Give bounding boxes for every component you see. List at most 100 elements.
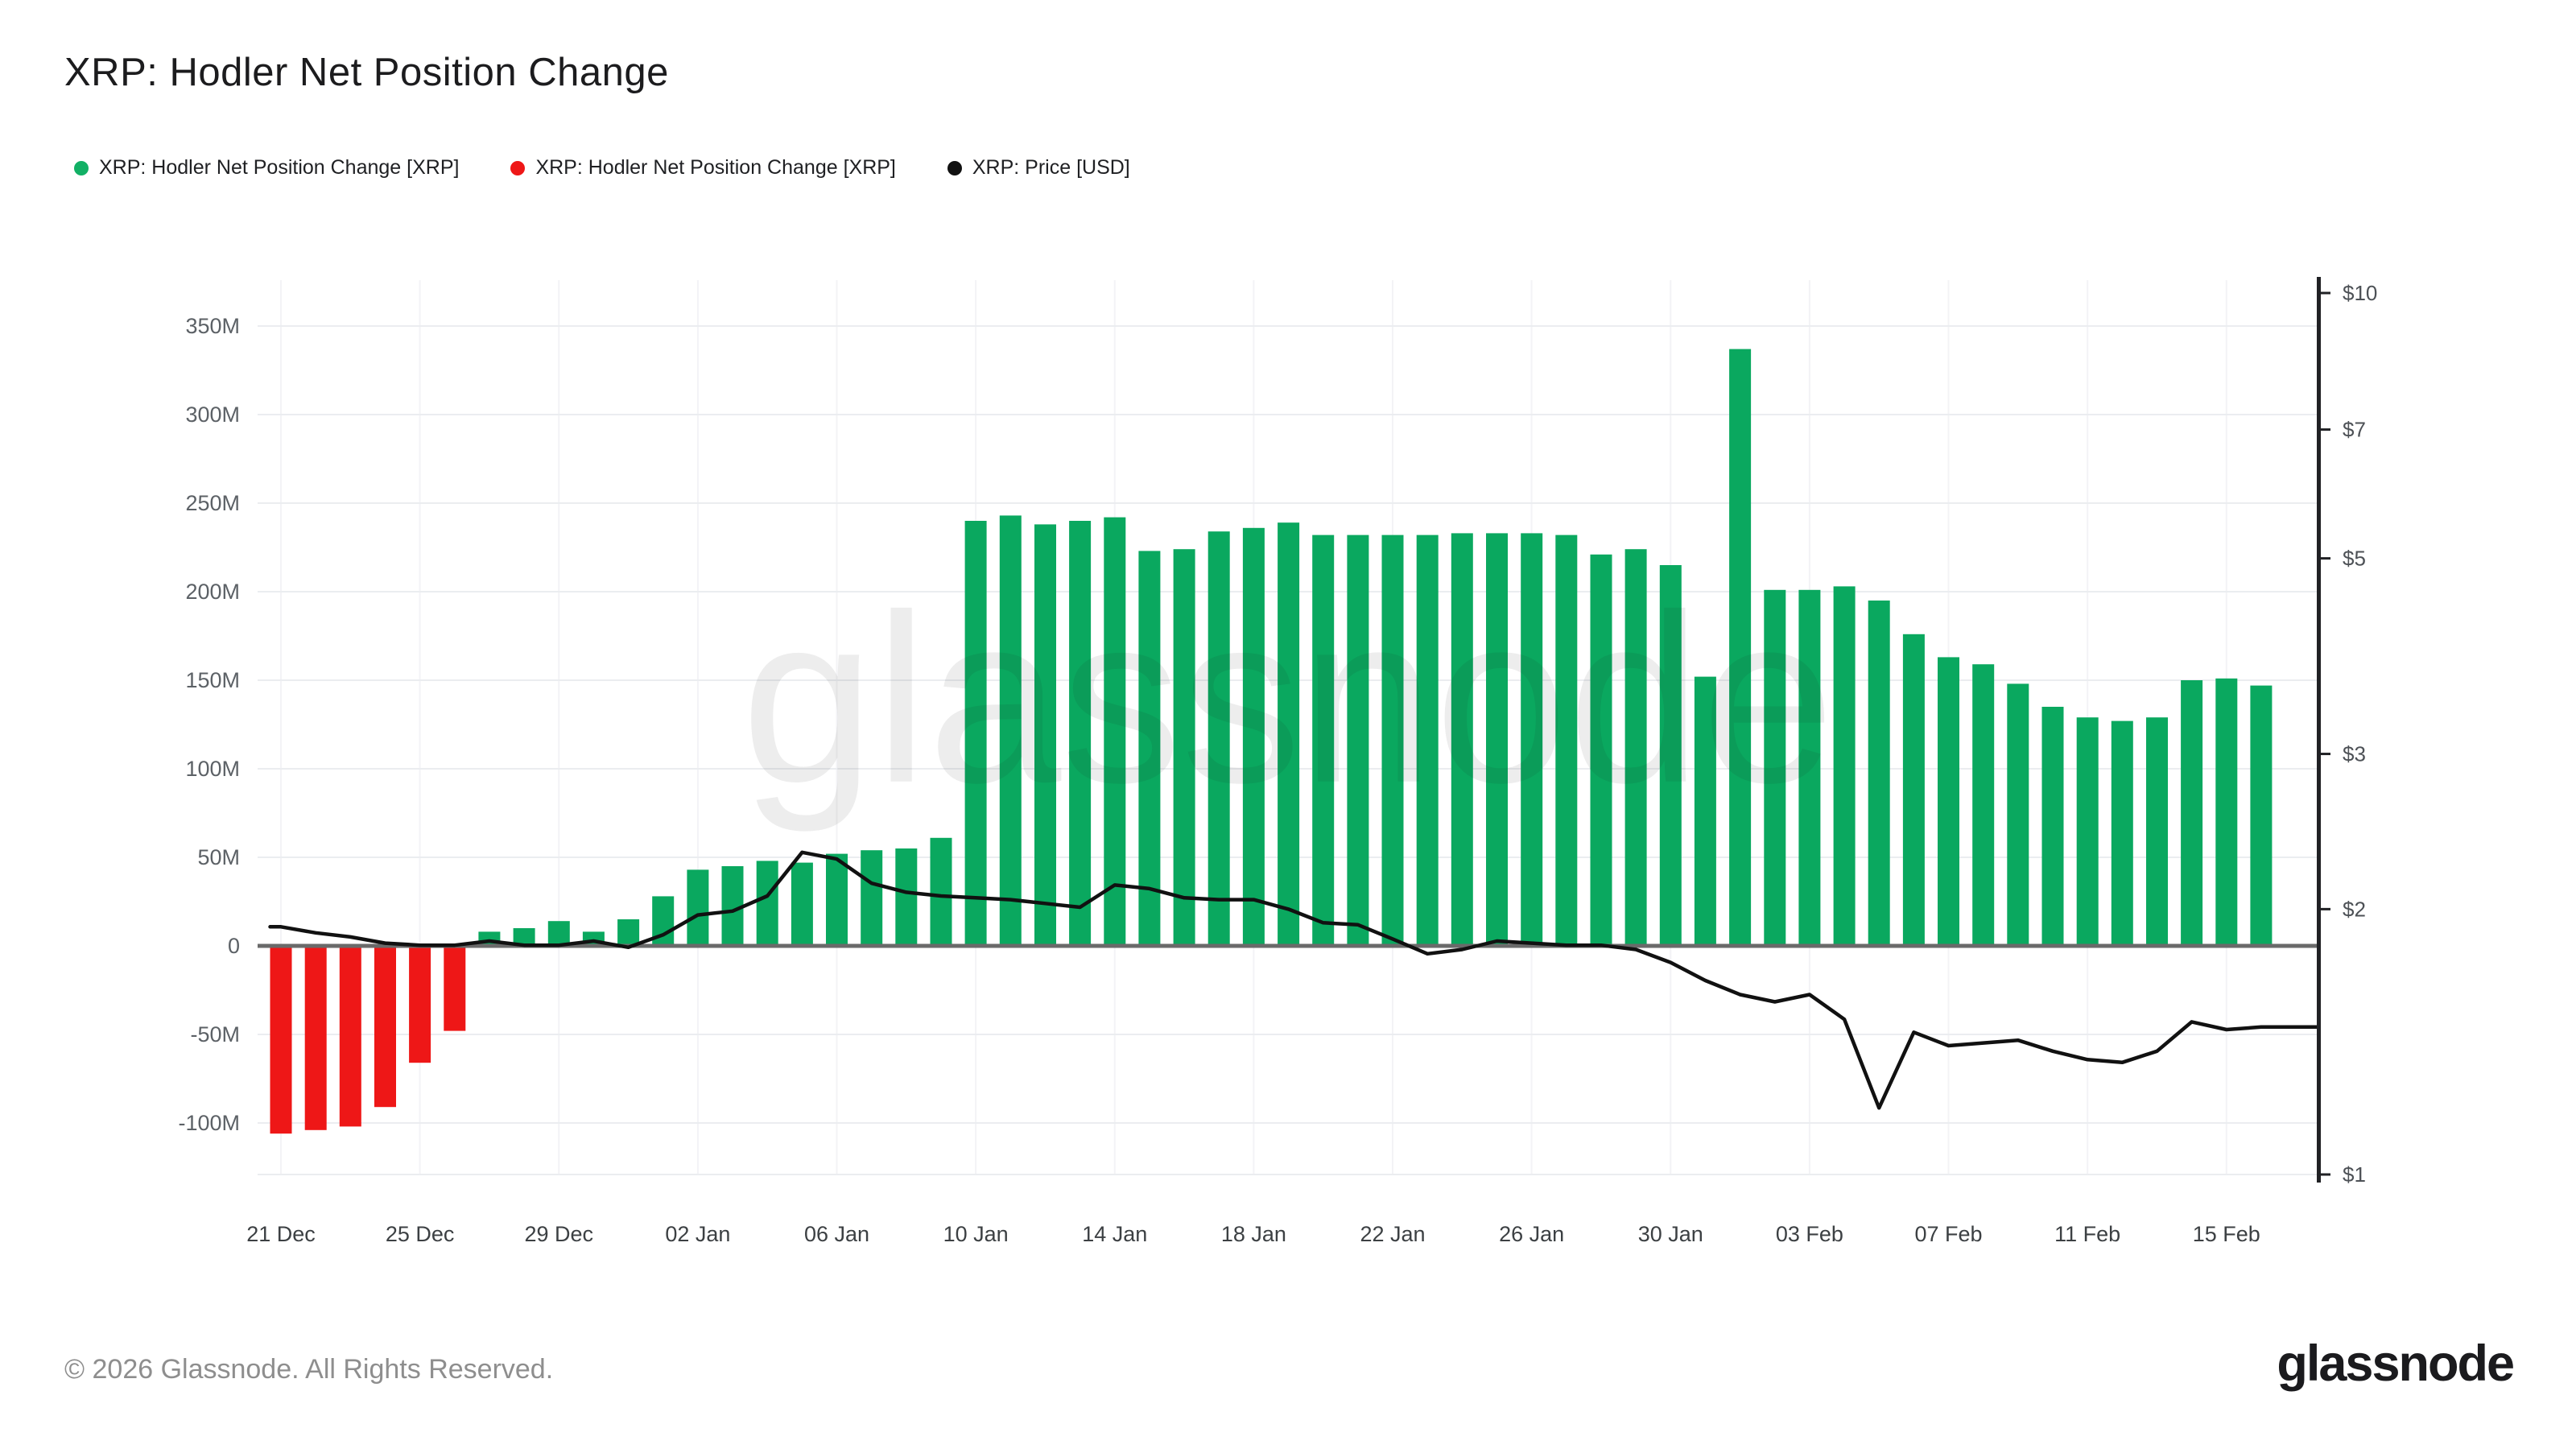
x-axis-label: 25 Dec bbox=[386, 1222, 455, 1246]
right-axis-label: $10 bbox=[2343, 281, 2377, 305]
bar-10 Jan[interactable] bbox=[964, 521, 987, 946]
bar-21 Dec[interactable] bbox=[270, 946, 292, 1134]
zero-baseline bbox=[258, 943, 2317, 948]
page-title: XRP: Hodler Net Position Change bbox=[64, 51, 669, 94]
bar-25 Dec[interactable] bbox=[409, 946, 431, 1063]
left-axis-label: -100M bbox=[178, 1111, 240, 1135]
bar-06 Jan[interactable] bbox=[826, 853, 848, 946]
bar-18 Jan[interactable] bbox=[1242, 527, 1265, 946]
x-axis-label: 29 Dec bbox=[524, 1222, 593, 1246]
legend-label: XRP: Hodler Net Position Change [XRP] bbox=[535, 156, 896, 179]
bar-24 Jan[interactable] bbox=[1451, 533, 1473, 946]
bar-15 Feb[interactable] bbox=[2215, 678, 2238, 946]
x-axis-label: 11 Feb bbox=[2054, 1222, 2120, 1246]
x-axis-label: 21 Dec bbox=[246, 1222, 316, 1246]
bar-08 Feb[interactable] bbox=[1972, 664, 1995, 946]
bar-07 Feb[interactable] bbox=[1938, 657, 1959, 946]
bar-04 Feb[interactable] bbox=[1833, 586, 1856, 946]
x-axis-label: 06 Jan bbox=[804, 1222, 869, 1246]
bar-23 Jan[interactable] bbox=[1416, 535, 1439, 946]
bar-02 Jan[interactable] bbox=[687, 869, 709, 946]
legend-dot-green-icon bbox=[74, 160, 89, 175]
bar-31 Jan[interactable] bbox=[1694, 676, 1716, 946]
bar-22 Jan[interactable] bbox=[1381, 535, 1404, 946]
left-axis-label: 300M bbox=[185, 402, 240, 427]
bar-14 Jan[interactable] bbox=[1104, 517, 1126, 946]
bar-05 Feb[interactable] bbox=[1868, 601, 1890, 946]
bar-24 Dec[interactable] bbox=[374, 946, 396, 1108]
x-axis-label: 03 Feb bbox=[1776, 1222, 1843, 1246]
price-line[interactable] bbox=[268, 850, 2319, 1110]
bar-16 Feb[interactable] bbox=[2250, 685, 2273, 946]
bar-13 Jan[interactable] bbox=[1069, 521, 1092, 946]
legend-label: XRP: Hodler Net Position Change [XRP] bbox=[99, 156, 460, 179]
right-axis-line bbox=[2317, 277, 2321, 1183]
x-axis-label: 30 Jan bbox=[1638, 1222, 1703, 1246]
left-axis-label: 350M bbox=[185, 314, 240, 338]
bar-28 Jan[interactable] bbox=[1590, 554, 1612, 946]
bar-04 Jan[interactable] bbox=[756, 861, 778, 946]
bar-12 Feb[interactable] bbox=[2111, 720, 2133, 946]
left-axis-label: 50M bbox=[197, 845, 240, 869]
x-axis-label: 02 Jan bbox=[665, 1222, 730, 1246]
bar-03 Feb[interactable] bbox=[1798, 589, 1821, 946]
bar-19 Jan[interactable] bbox=[1278, 522, 1300, 946]
bar-10 Feb[interactable] bbox=[2041, 707, 2064, 946]
bar-11 Feb[interactable] bbox=[2076, 717, 2099, 946]
bar-14 Feb[interactable] bbox=[2181, 680, 2203, 946]
bar-22 Dec[interactable] bbox=[304, 946, 327, 1130]
legend-item-price-usd[interactable]: XRP: Price [USD] bbox=[947, 156, 1130, 180]
bar-28 Dec[interactable] bbox=[513, 928, 535, 946]
bar-11 Jan[interactable] bbox=[999, 515, 1022, 946]
bar-20 Jan[interactable] bbox=[1312, 535, 1335, 946]
bar-26 Jan[interactable] bbox=[1521, 533, 1543, 946]
bar-25 Jan[interactable] bbox=[1486, 533, 1508, 946]
bar-09 Feb[interactable] bbox=[2007, 683, 2029, 946]
bar-29 Dec[interactable] bbox=[547, 921, 570, 946]
footer-copyright: © 2026 Glassnode. All Rights Reserved. bbox=[64, 1354, 554, 1385]
left-axis-label: 250M bbox=[185, 491, 240, 515]
bar-12 Jan[interactable] bbox=[1034, 524, 1056, 946]
left-axis-label: 150M bbox=[185, 668, 240, 692]
x-axis-label: 22 Jan bbox=[1360, 1222, 1425, 1246]
left-axis-label: -50M bbox=[190, 1022, 240, 1046]
x-axis-label: 18 Jan bbox=[1221, 1222, 1286, 1246]
bar-02 Feb[interactable] bbox=[1764, 589, 1786, 946]
bar-29 Jan[interactable] bbox=[1624, 549, 1647, 946]
right-axis-label: $3 bbox=[2343, 742, 2366, 766]
bar-07 Jan[interactable] bbox=[861, 850, 883, 946]
bar-09 Jan[interactable] bbox=[930, 837, 952, 946]
x-axis-label: 07 Feb bbox=[1915, 1222, 1983, 1246]
bar-15 Jan[interactable] bbox=[1138, 551, 1161, 946]
x-axis-label: 14 Jan bbox=[1082, 1222, 1147, 1246]
right-axis-label: $1 bbox=[2343, 1162, 2366, 1187]
right-axis-label: $5 bbox=[2343, 547, 2366, 571]
legend-item-hodler-net-position-positive[interactable]: XRP: Hodler Net Position Change [XRP] bbox=[74, 156, 459, 180]
x-axis-label: 15 Feb bbox=[2193, 1222, 2260, 1246]
right-axis-label: $2 bbox=[2343, 897, 2366, 921]
right-axis-label: $7 bbox=[2343, 418, 2366, 442]
bar-16 Jan[interactable] bbox=[1173, 549, 1195, 946]
bar-26 Dec[interactable] bbox=[444, 946, 466, 1031]
bar-06 Feb[interactable] bbox=[1902, 634, 1925, 946]
left-axis-label: 200M bbox=[185, 580, 240, 604]
bar-21 Jan[interactable] bbox=[1347, 535, 1369, 946]
x-axis-label: 26 Jan bbox=[1499, 1222, 1564, 1246]
bar-13 Feb[interactable] bbox=[2146, 717, 2168, 946]
chart-legend: XRP: Hodler Net Position Change [XRP] XR… bbox=[74, 156, 1130, 180]
bar-27 Jan[interactable] bbox=[1555, 535, 1578, 946]
left-axis-label: 100M bbox=[185, 757, 240, 781]
bar-31 Dec[interactable] bbox=[617, 919, 640, 946]
bar-17 Jan[interactable] bbox=[1208, 531, 1230, 946]
bar-30 Jan[interactable] bbox=[1659, 565, 1682, 946]
legend-item-hodler-net-position-negative[interactable]: XRP: Hodler Net Position Change [XRP] bbox=[510, 156, 896, 180]
legend-dot-black-icon bbox=[947, 160, 962, 175]
bar-23 Dec[interactable] bbox=[339, 946, 361, 1127]
legend-label: XRP: Price [USD] bbox=[972, 156, 1130, 179]
bar-05 Jan[interactable] bbox=[791, 862, 813, 946]
x-axis-label: 10 Jan bbox=[943, 1222, 1009, 1246]
left-axis-label: 0 bbox=[228, 934, 240, 958]
bar-01 Feb[interactable] bbox=[1729, 349, 1752, 947]
bar-08 Jan[interactable] bbox=[895, 848, 918, 946]
